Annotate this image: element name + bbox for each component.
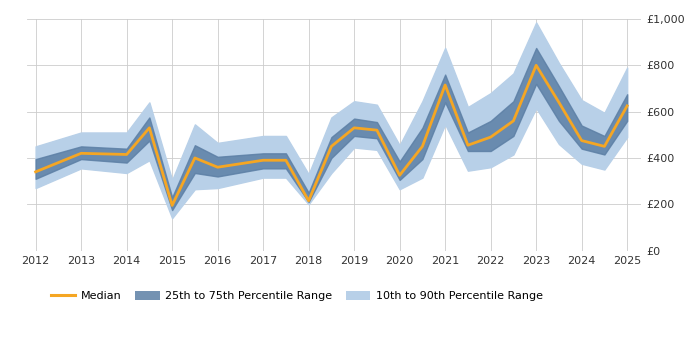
Median	[372, 128, 381, 132]
Median	[259, 158, 267, 162]
Median	[486, 135, 495, 139]
Median	[304, 199, 313, 203]
Median	[623, 104, 631, 108]
Median	[168, 203, 176, 208]
Median	[350, 126, 358, 130]
Median	[122, 152, 131, 156]
Median	[327, 144, 335, 148]
Median	[532, 63, 540, 68]
Median	[463, 143, 472, 147]
Median	[145, 126, 153, 130]
Median	[32, 170, 40, 174]
Median	[441, 83, 449, 87]
Median	[554, 100, 563, 104]
Median	[214, 165, 222, 169]
Median	[600, 144, 608, 148]
Median	[578, 139, 586, 143]
Legend: Median, 25th to 75th Percentile Range, 10th to 90th Percentile Range: Median, 25th to 75th Percentile Range, 1…	[47, 286, 547, 306]
Median	[509, 119, 517, 123]
Median	[281, 158, 290, 162]
Median	[395, 173, 404, 177]
Median	[418, 144, 426, 148]
Median	[190, 156, 199, 160]
Line: Median: Median	[36, 65, 627, 205]
Median	[77, 151, 85, 155]
